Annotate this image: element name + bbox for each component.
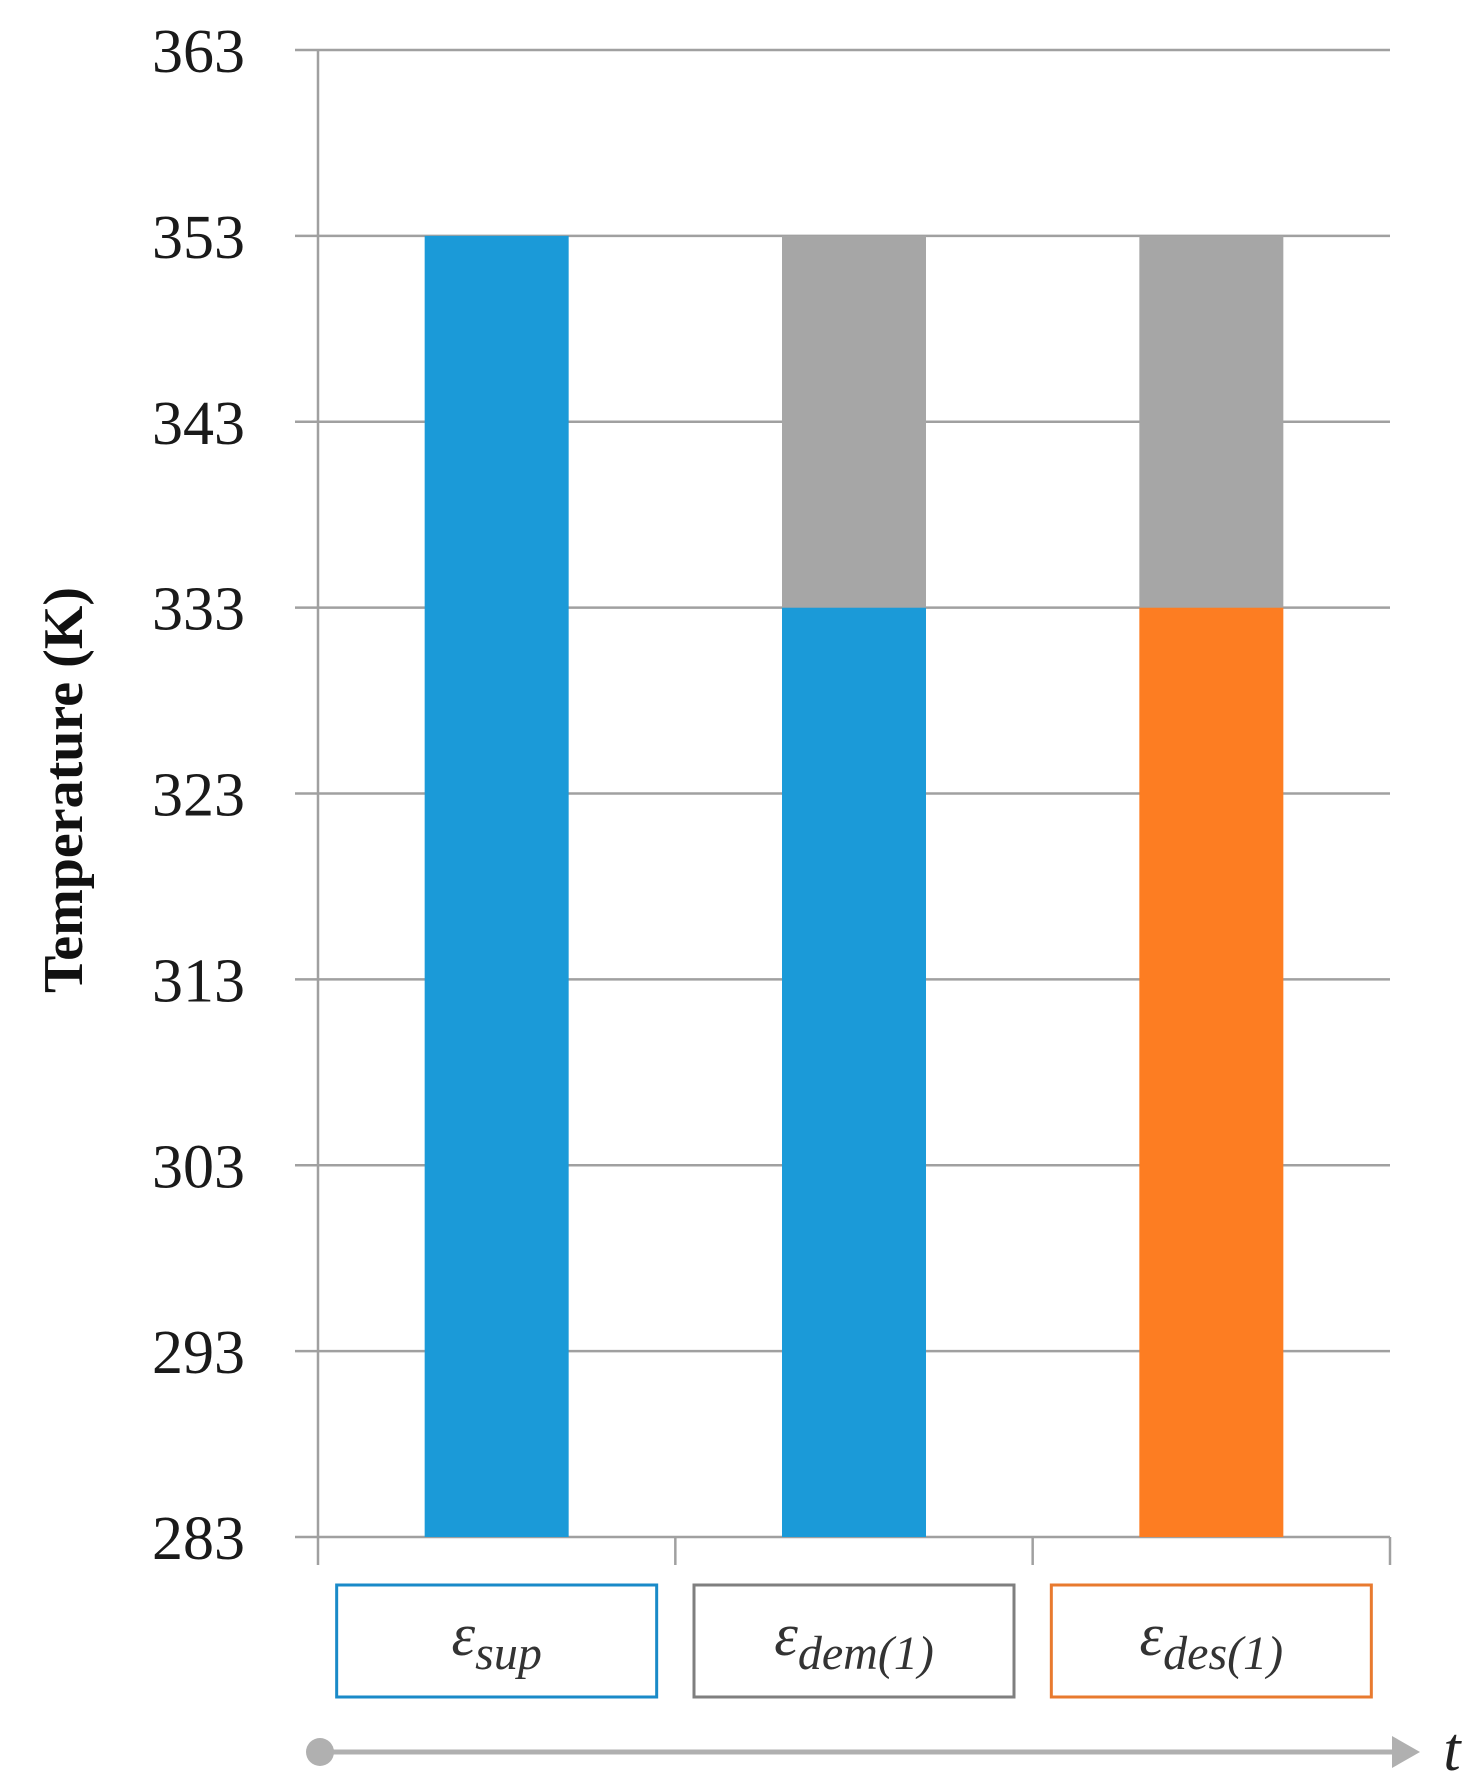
time-axis: t: [306, 1716, 1462, 1784]
bar-segment: [782, 607, 926, 1537]
category-subscript: des(1): [1163, 1627, 1283, 1680]
category-labels: εsup εdem(1) εdes(1): [335, 1583, 1373, 1699]
y-tick-label: 333: [152, 576, 245, 644]
category-symbol: ε: [774, 1602, 798, 1668]
bar-segment: [1139, 607, 1284, 1537]
category-label-box: [692, 1583, 1016, 1699]
time-axis-arrowhead-icon: [1392, 1736, 1420, 1768]
y-tick-label: 343: [152, 390, 245, 458]
category-symbol: ε: [1140, 1602, 1164, 1668]
bar-segment: [424, 235, 569, 1537]
bar-segment: [1139, 235, 1284, 608]
category-subscript: dem(1): [798, 1627, 934, 1680]
y-tick-label: 313: [152, 947, 245, 1015]
time-axis-label: t: [1443, 1716, 1462, 1784]
category-label: εsup: [451, 1602, 541, 1680]
y-tick-label: 353: [152, 204, 245, 272]
y-axis-label: Temperature (K): [33, 587, 95, 993]
y-tick-label: 363: [152, 18, 245, 86]
category-label: εdem(1): [774, 1602, 934, 1680]
x-axis: [674, 1537, 1392, 1565]
y-tick-label: 283: [152, 1505, 245, 1573]
y-tick-labels: 283 293 303 313 323 333 343 353 363: [152, 18, 245, 1573]
y-tick-label: 303: [152, 1133, 245, 1201]
category-symbol: ε: [451, 1602, 475, 1668]
y-tick-label: 293: [152, 1319, 245, 1387]
bars: [424, 235, 1284, 1537]
category-label: εdes(1): [1140, 1602, 1284, 1680]
category-label-box: [335, 1583, 659, 1699]
category-subscript: sup: [475, 1627, 542, 1680]
bar-segment: [782, 235, 926, 608]
y-tick-label: 323: [152, 762, 245, 830]
category-label-box: [1049, 1583, 1373, 1699]
